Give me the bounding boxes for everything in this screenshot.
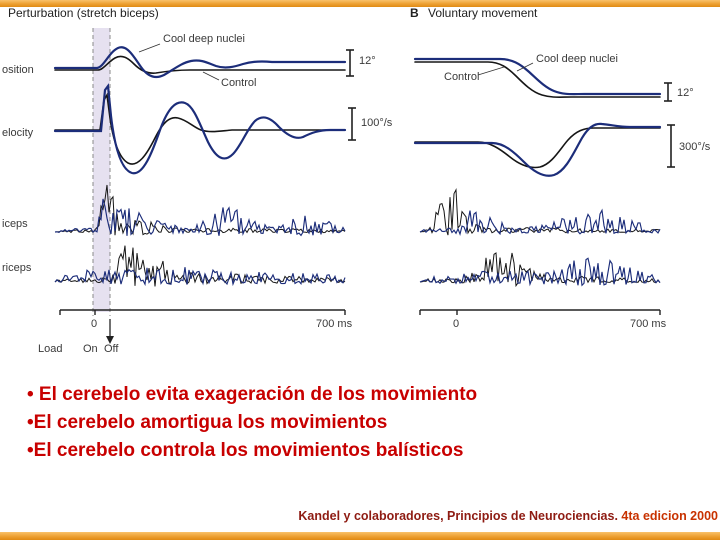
panelA-biceps-cool-emg [54,198,346,237]
top-border-bar [0,0,720,7]
cool-leader-line-b [516,62,534,72]
panelB-biceps-cool-emg [419,208,661,237]
time-axis-b [419,309,661,315]
panelB-triceps-cool-emg [419,257,661,287]
panelB-position-cool-trace [413,57,662,96]
panelB-triceps-control-emg [419,252,661,288]
perturbation-band [93,28,110,312]
scale-label-12deg-a: 12° [359,55,376,67]
panelB-biceps-control-emg [419,188,661,236]
load-label: Load [38,343,62,355]
axis-end-b: 700 ms [630,318,667,330]
load-on-label: On [83,343,98,355]
scale-bar-100degs-a [348,107,356,141]
panelB-velocity-cool-trace [413,122,662,177]
axis-zero-a: 0 [91,318,97,330]
control-leader-line-b [477,66,505,76]
cool-label-a: Cool deep nuclei [163,33,245,45]
scale-bar-12deg-b [664,82,672,102]
control-label-b: Control [444,71,479,83]
citation-main: Kandel y colaboradores, Principios de Ne… [298,509,618,523]
panelA-velocity-cool-trace [53,83,347,175]
control-leader-line-a [202,71,220,81]
load-off-label: Off [104,343,119,355]
row-label-triceps: riceps [2,262,32,274]
panel-b: B Voluntary movement Control Cool deep n… [410,6,711,330]
time-axis-a [59,309,346,315]
panel-b-letter: B [410,6,419,20]
panelB-position-control-trace [414,61,661,98]
bullet-line-1: • El cerebelo evita exageración de los m… [27,384,478,405]
citation-edition: 4ta edicion 2000 [617,509,718,523]
scale-bar-300degs-b [667,124,675,168]
row-label-biceps: iceps [2,218,28,230]
scale-bar-12deg-a [346,49,354,77]
panel-a: Perturbation (stretch biceps) osition el… [2,6,393,355]
axis-end-a: 700 ms [316,318,353,330]
panelA-triceps-cool-emg [54,267,346,287]
cool-label-b: Cool deep nuclei [536,53,618,65]
row-label-velocity: elocity [2,127,34,139]
scale-label-300degs-b: 300°/s [679,141,711,153]
citation: Kandel y colaboradores, Principios de Ne… [298,509,718,523]
bullet-line-2: •El cerebelo amortigua los movimientos [27,412,388,433]
bullet-line-3: •El cerebelo controla los movimientos ba… [27,440,464,461]
cool-leader-line-a [138,43,161,53]
off-arrow [106,319,114,344]
scale-label-100degs-a: 100°/s [361,117,393,129]
kandel-figure: Perturbation (stretch biceps) osition el… [2,6,711,355]
axis-zero-b: 0 [453,318,459,330]
panel-a-title: Perturbation (stretch biceps) [8,6,159,20]
panelB-velocity-control-trace [414,127,661,169]
control-label-a: Control [221,77,256,89]
row-label-position: osition [2,64,34,76]
panel-b-title: Voluntary movement [428,6,538,20]
bottom-border-bar [0,532,720,540]
panelA-position-cool-trace [53,46,347,78]
bullet-list: • El cerebelo evita exageración de los m… [27,381,477,465]
scale-label-12deg-b: 12° [677,87,694,99]
